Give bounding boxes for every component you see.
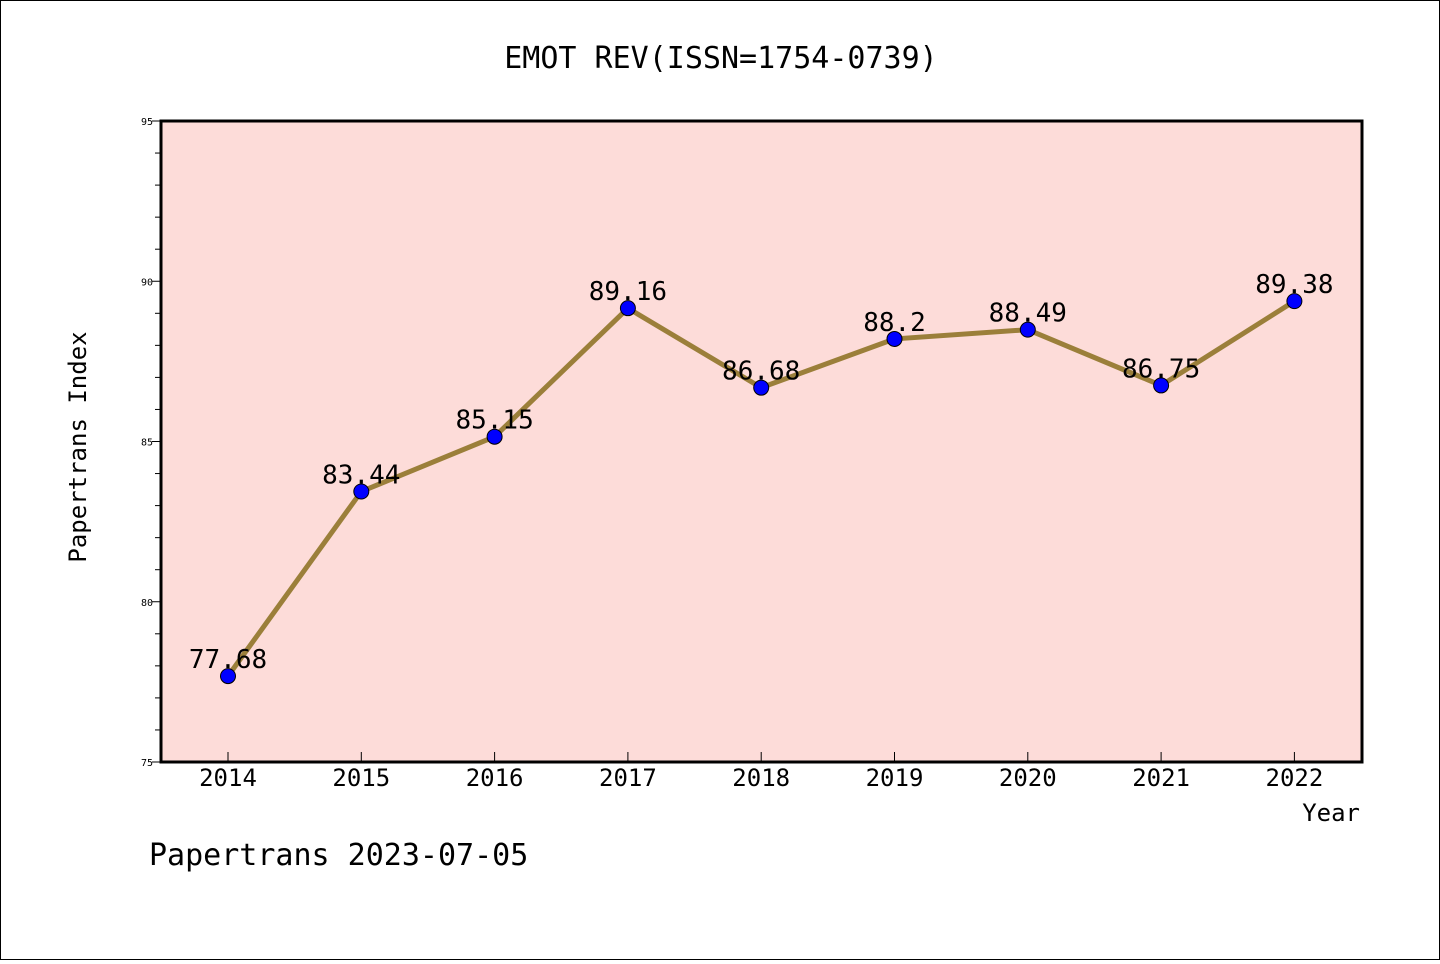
x-tick-label: 2018 (732, 764, 790, 792)
x-tick-label: 2016 (466, 764, 524, 792)
x-tick-label: 2017 (599, 764, 657, 792)
x-axis-ticks: 2014 2015 2016 2017 2018 2019 2020 2021 2022 (199, 752, 1323, 792)
y-tick-label: 95 (141, 117, 153, 128)
data-point (220, 668, 236, 685)
data-point (886, 330, 903, 347)
data-label: 89.16 (589, 277, 667, 307)
data-point (1153, 377, 1170, 394)
data-labels: 77.68 83.44 85.15 89.16 86.68 88.2 88.49 86.75 8… (189, 270, 1334, 675)
y-tick-label: 90 (141, 277, 153, 288)
data-label: 86.68 (722, 357, 800, 387)
data-label: 86.75 (1122, 354, 1200, 384)
data-point (753, 379, 770, 396)
x-tick-label: 2019 (866, 764, 924, 792)
data-label: 83.44 (322, 460, 400, 490)
data-label: 88.49 (989, 299, 1067, 329)
x-tick-label: 2020 (999, 764, 1057, 792)
y-axis-ticks: 75 80 85 90 95 (141, 117, 161, 769)
data-point (1019, 321, 1036, 338)
data-point (486, 428, 503, 445)
data-point (1286, 293, 1303, 310)
plot-area (159, 119, 1364, 764)
y-tick-label: 80 (141, 598, 153, 609)
data-point (353, 483, 370, 500)
y-axis-title: Papertrans Index (64, 331, 92, 562)
y-tick-label: 75 (141, 758, 153, 769)
data-label: 77.68 (189, 645, 267, 675)
data-label: 88.2 (863, 308, 926, 338)
x-tick-label: 2021 (1132, 764, 1190, 792)
footer-text: Papertrans 2023-07-05 (149, 838, 528, 873)
x-axis-title: Year (1302, 799, 1360, 827)
data-point (619, 300, 636, 317)
series-markers (220, 293, 1303, 685)
data-label: 89.38 (1255, 270, 1333, 300)
x-tick-label: 2022 (1266, 764, 1324, 792)
x-tick-label: 2014 (199, 764, 257, 792)
x-tick-label: 2015 (332, 764, 390, 792)
y-tick-label: 85 (141, 438, 153, 449)
chart-title: EMOT REV(ISSN=1754-0739) (504, 41, 937, 76)
data-label: 85.15 (455, 406, 533, 436)
